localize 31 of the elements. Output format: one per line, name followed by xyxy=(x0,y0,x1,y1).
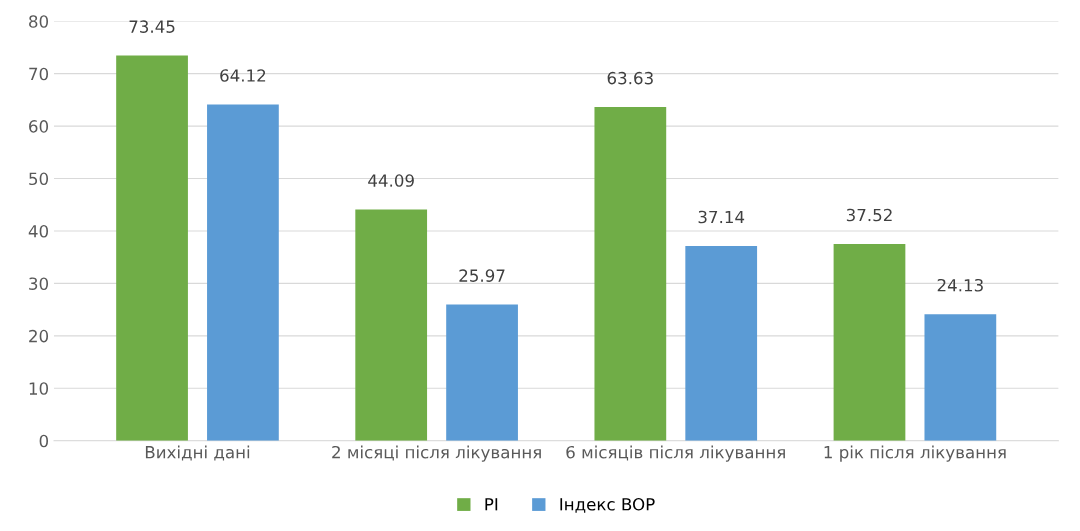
data-label: 24.13 xyxy=(937,278,983,292)
bar xyxy=(685,245,758,441)
data-label: 37.52 xyxy=(846,208,892,222)
y-tick-label: 0 xyxy=(39,434,49,448)
data-label: 44.09 xyxy=(368,174,414,187)
bar xyxy=(594,107,667,441)
y-tick-label: 30 xyxy=(29,277,49,290)
y-tick-label: 70 xyxy=(29,67,49,81)
bar xyxy=(355,209,428,441)
x-tick-label: 1 рік після лікування xyxy=(824,445,1006,462)
legend-label: Індекс BOP xyxy=(560,497,655,513)
y-tick-label: 50 xyxy=(29,172,49,186)
y-tick-label: 80 xyxy=(29,15,49,28)
data-label: 63.63 xyxy=(607,71,653,85)
bar xyxy=(207,104,279,441)
data-label: 37.14 xyxy=(698,210,745,224)
bar xyxy=(446,304,518,441)
y-tick-label: 20 xyxy=(29,329,49,343)
bar xyxy=(833,243,906,441)
y-tick-label: 40 xyxy=(28,224,49,238)
bar xyxy=(116,55,188,441)
bar xyxy=(924,314,997,441)
x-tick-label: 2 місяці після лікування xyxy=(332,445,541,462)
legend-label: PI xyxy=(485,498,498,511)
data-label: 64.12 xyxy=(220,69,266,82)
x-tick-label: 6 місяців після лікування xyxy=(566,445,785,462)
data-label: 73.45 xyxy=(129,20,175,33)
x-tick-label: Вихідні дані xyxy=(145,445,250,461)
y-tick-label: 10 xyxy=(29,382,49,395)
data-label: 25.97 xyxy=(459,269,505,282)
y-tick-label: 60 xyxy=(29,120,49,133)
